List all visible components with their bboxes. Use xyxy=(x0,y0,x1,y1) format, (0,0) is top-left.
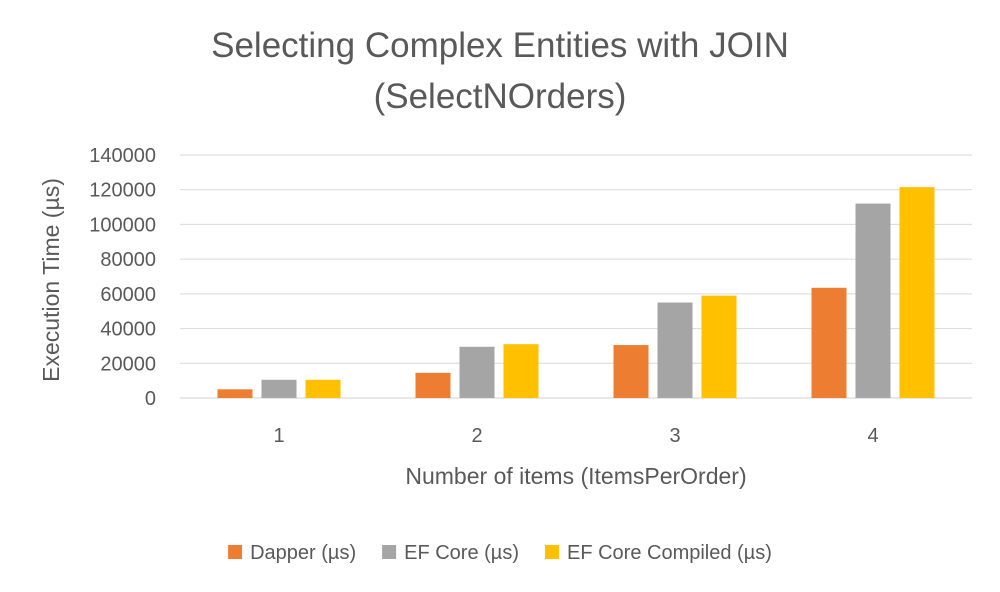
x-tick-label: 3 xyxy=(669,425,680,447)
legend: Dapper (µs) EF Core (µs) EF Core Compiled … xyxy=(228,542,772,564)
y-tick-label: 120000 xyxy=(89,180,156,202)
bar-ef-core-4 xyxy=(855,203,891,398)
bar-ef-core-compiled-1 xyxy=(305,379,341,398)
legend-label: EF Core Compiled (µs) xyxy=(567,542,772,564)
y-tick-label: 20000 xyxy=(100,353,156,375)
bar-ef-core-2 xyxy=(459,346,495,398)
legend-label: Dapper (µs) xyxy=(250,542,356,564)
y-tick-label: 100000 xyxy=(89,214,156,236)
legend-swatch xyxy=(382,545,397,559)
x-tick-label: 4 xyxy=(867,425,878,447)
bar-ef-core-compiled-2 xyxy=(503,344,539,398)
y-tick-label: 60000 xyxy=(100,284,156,306)
y-axis-label: Execution Time (µs) xyxy=(38,178,64,382)
x-tick-label: 2 xyxy=(471,425,482,447)
bar-ef-core-compiled-3 xyxy=(701,295,737,398)
y-tick-label: 0 xyxy=(145,388,156,410)
gridlines xyxy=(180,154,972,399)
x-axis-label: Number of items (ItemsPerOrder) xyxy=(405,463,746,489)
legend-item: Dapper (µs) xyxy=(228,542,356,564)
x-tick-label: 1 xyxy=(273,425,284,447)
y-tick-label: 40000 xyxy=(100,319,156,341)
bar-ef-core-1 xyxy=(261,379,297,398)
legend-swatch xyxy=(228,545,243,559)
legend-swatch xyxy=(544,545,559,559)
legend-item: EF Core (µs) xyxy=(382,542,519,564)
chart-subtitle: (SelectNOrders) xyxy=(374,77,627,116)
bar-dapper-1 xyxy=(217,389,253,398)
bar-dapper-3 xyxy=(613,345,649,398)
y-tick-label: 140000 xyxy=(89,145,156,167)
bars xyxy=(217,187,935,398)
x-axis-ticks: 1 2 3 4 xyxy=(273,425,878,447)
chart-title: Selecting Complex Entities with JOIN xyxy=(211,26,789,65)
legend-item: EF Core Compiled (µs) xyxy=(544,542,772,564)
bar-dapper-4 xyxy=(811,287,847,398)
bar-dapper-2 xyxy=(415,372,451,398)
bar-ef-core-3 xyxy=(657,302,693,398)
legend-label: EF Core (µs) xyxy=(404,542,519,564)
y-tick-label: 80000 xyxy=(100,249,156,271)
y-axis-ticks: 0 20000 40000 60000 80000 100000 120000 140000 xyxy=(89,145,156,410)
bar-ef-core-compiled-4 xyxy=(899,187,935,398)
